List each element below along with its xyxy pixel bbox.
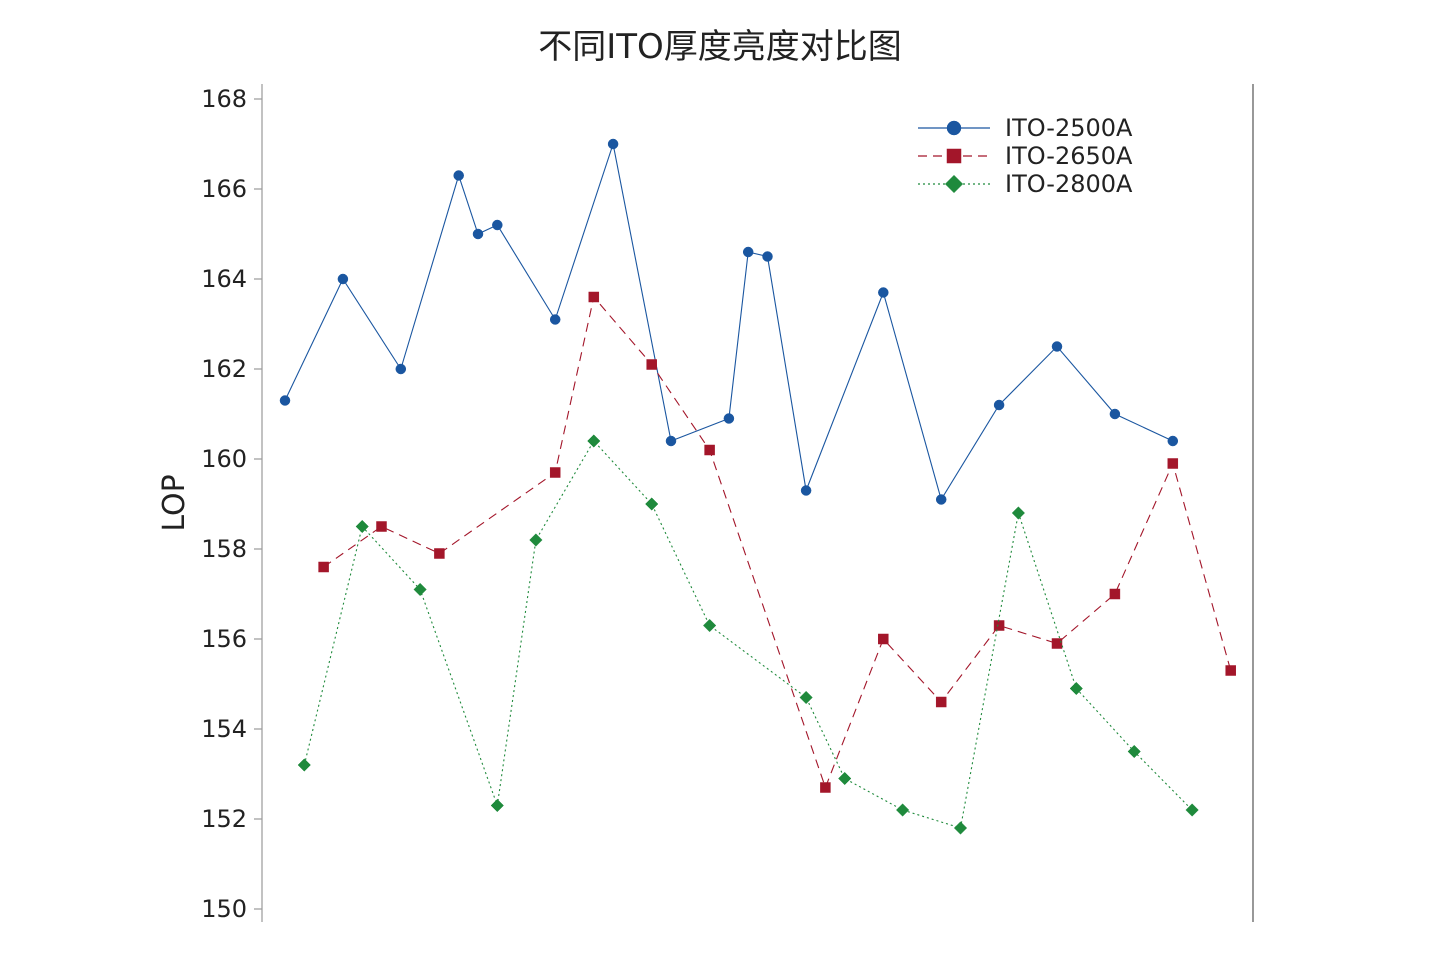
data-point (878, 633, 889, 645)
series-line (323, 295, 1232, 790)
series-line (303, 440, 1193, 829)
data-point (1167, 435, 1179, 447)
data-point (646, 359, 657, 370)
data-point (1109, 588, 1121, 600)
y-tick-label: 156 (201, 625, 247, 653)
series-layer (279, 138, 1236, 835)
legend-marker (944, 174, 964, 194)
data-point (490, 798, 504, 813)
data-point (453, 170, 464, 181)
y-tick-label: 166 (201, 175, 247, 203)
data-point (993, 399, 1005, 411)
y-tick-label: 160 (201, 445, 247, 473)
data-point (1011, 506, 1026, 520)
data-point (549, 314, 561, 325)
data-point (1127, 744, 1141, 759)
legend-item: ITO-2650A (918, 142, 1133, 170)
y-tick-label: 150 (201, 895, 247, 923)
data-point (607, 138, 619, 150)
data-point (279, 395, 291, 406)
y-tick-label: 154 (201, 715, 247, 743)
data-point (993, 620, 1005, 631)
data-point (337, 273, 349, 285)
data-point (878, 287, 889, 298)
data-point (800, 485, 812, 496)
data-point (702, 618, 717, 633)
data-point (1051, 638, 1063, 649)
data-point (799, 690, 813, 705)
y-tick-label: 162 (201, 355, 247, 383)
data-point (587, 434, 601, 448)
data-point (1225, 665, 1236, 676)
data-point (935, 494, 947, 505)
series-ITO-2500A (279, 138, 1179, 505)
y-axis-label: LOP (157, 474, 192, 531)
data-point (395, 363, 407, 375)
data-point (953, 821, 968, 835)
data-point (838, 771, 852, 786)
data-point (1109, 408, 1121, 420)
data-point (1167, 458, 1179, 469)
data-point (472, 228, 484, 240)
data-point (355, 519, 369, 534)
data-point (762, 251, 773, 262)
data-point (1051, 341, 1063, 352)
data-point (742, 246, 754, 258)
y-ticks: 150 152 154 156 158 160 162 164 166 168 (201, 85, 262, 923)
data-point (723, 413, 735, 424)
series-ITO-2800A (297, 434, 1199, 835)
series-ITO-2650A (318, 291, 1236, 793)
chart-title: 不同ITO厚度亮度对比图 (538, 27, 902, 67)
data-point (318, 561, 329, 573)
data-point (665, 435, 677, 447)
data-point (434, 548, 445, 559)
data-point (820, 782, 831, 793)
y-tick-label: 158 (201, 535, 247, 563)
legend-marker (946, 120, 962, 136)
legend-label: ITO-2650A (1005, 142, 1133, 170)
legend-item: ITO-2800A (918, 170, 1133, 198)
data-point (413, 582, 427, 597)
data-point (935, 696, 947, 708)
legend-label: ITO-2800A (1005, 170, 1133, 198)
data-point (549, 467, 561, 478)
data-point (588, 291, 600, 303)
data-point (529, 533, 543, 547)
data-point (645, 497, 659, 511)
data-point (895, 803, 910, 817)
legend-item: ITO-2500A (918, 114, 1133, 142)
data-point (1185, 803, 1199, 817)
data-point (376, 521, 387, 532)
data-point (492, 219, 503, 231)
legend-label: ITO-2500A (1005, 114, 1133, 142)
data-point (704, 444, 715, 456)
y-tick-label: 152 (201, 805, 247, 833)
y-tick-label: 164 (201, 265, 247, 293)
legend-marker (946, 148, 962, 164)
y-tick-label: 168 (201, 85, 247, 113)
data-point (297, 758, 311, 772)
data-point (1069, 681, 1083, 696)
